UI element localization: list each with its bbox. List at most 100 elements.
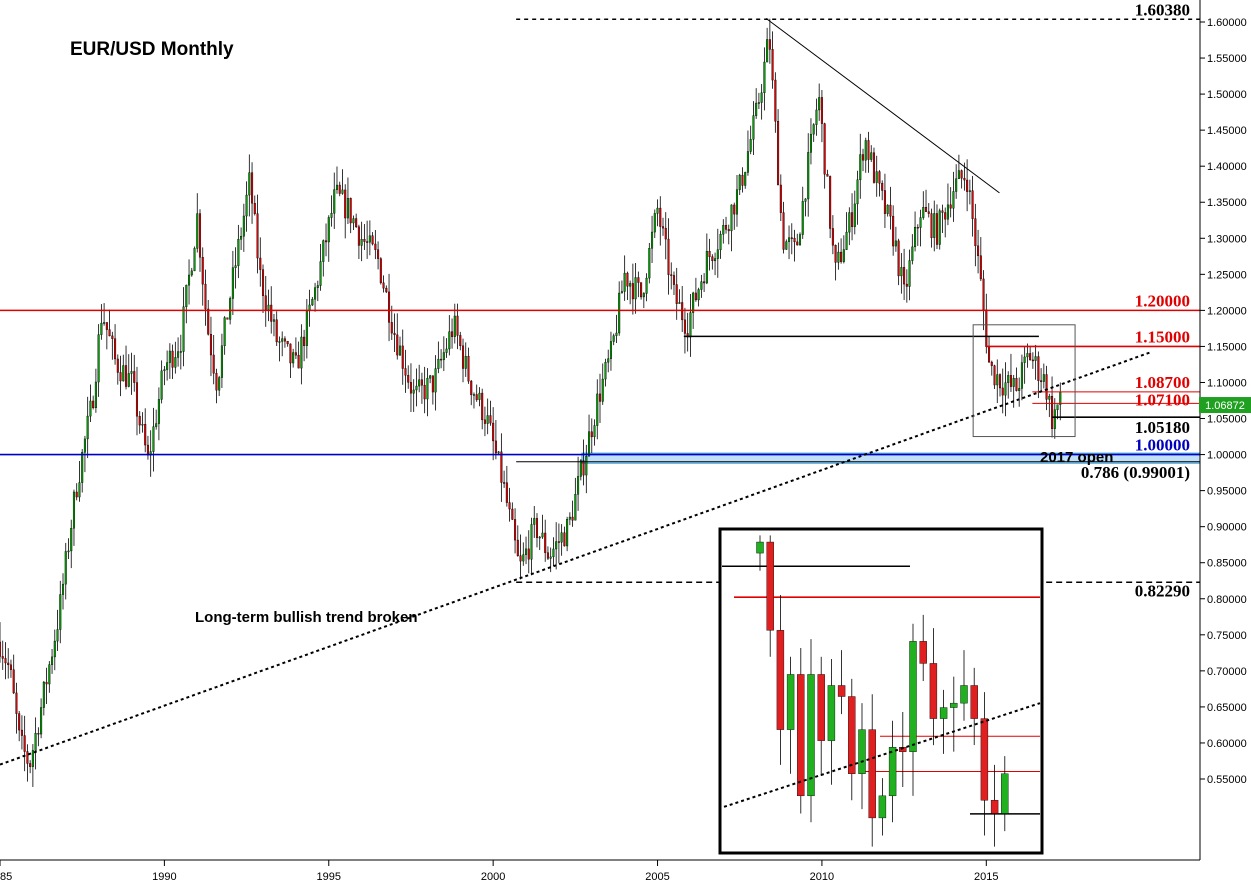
candle-body xyxy=(552,548,555,558)
x-tick-label: 1990 xyxy=(152,871,176,883)
candle-body xyxy=(508,502,511,510)
candle-body xyxy=(851,212,854,227)
candle-body xyxy=(467,356,470,382)
candle-body xyxy=(757,102,760,104)
candle-body xyxy=(692,292,695,313)
open-annotation: 2017 open xyxy=(1040,449,1113,466)
candle-body xyxy=(78,482,81,498)
candle-body xyxy=(837,251,840,263)
candle-body xyxy=(845,231,848,250)
candle-body xyxy=(51,656,54,665)
candle-body xyxy=(935,213,939,245)
candle-body xyxy=(303,336,306,346)
candle-body xyxy=(538,536,541,539)
candle-body xyxy=(823,123,826,175)
candle-body xyxy=(40,707,43,735)
candle-body xyxy=(379,258,382,284)
candle-body xyxy=(930,213,933,238)
candle-body xyxy=(788,237,791,242)
candle-body xyxy=(582,460,585,476)
candle-body xyxy=(423,384,426,400)
inset-trendline xyxy=(723,702,1041,808)
candle-body xyxy=(31,750,34,767)
candle-body xyxy=(785,241,788,250)
candle-body xyxy=(396,334,399,356)
y-tick-label: 0.85000 xyxy=(1207,558,1247,570)
candle-body xyxy=(546,552,549,559)
candle-body xyxy=(9,664,12,670)
candle-body xyxy=(177,351,180,358)
inset-candle-body xyxy=(756,541,764,554)
candle-body xyxy=(70,527,73,552)
level-label: 1.08700 xyxy=(1135,373,1190,392)
inset-candle-body xyxy=(807,674,815,797)
y-tick-label: 1.50000 xyxy=(1207,89,1247,101)
candle-body xyxy=(23,735,26,752)
candle-body xyxy=(1020,362,1023,389)
candle-body xyxy=(675,284,678,304)
x-tick-label: 1985 xyxy=(0,871,12,883)
candle-body xyxy=(544,532,547,553)
inset-candle-body xyxy=(939,707,948,719)
candle-body xyxy=(968,190,971,192)
candle-body xyxy=(1037,356,1040,381)
candle-body xyxy=(453,315,456,337)
candle-body xyxy=(53,640,56,658)
candle-body xyxy=(566,519,569,547)
candle-body xyxy=(612,335,615,342)
candle-body xyxy=(363,239,366,242)
candle-body xyxy=(979,255,982,280)
y-tick-label: 1.25000 xyxy=(1207,269,1247,281)
candle-body xyxy=(598,393,602,402)
inset-candle-body xyxy=(786,674,795,730)
inset-candle-body xyxy=(868,729,876,819)
candle-body xyxy=(385,287,388,293)
y-tick-label: 1.15000 xyxy=(1207,341,1247,353)
candle-body xyxy=(472,394,475,396)
candle-body xyxy=(20,729,23,736)
candle-body xyxy=(253,203,256,214)
candle-body xyxy=(609,341,612,359)
candle-body xyxy=(686,333,689,338)
inset-candle-body xyxy=(909,641,917,752)
candle-body xyxy=(549,556,552,559)
candle-body xyxy=(327,217,330,243)
candle-body xyxy=(146,444,149,456)
candle-body xyxy=(448,331,451,350)
candle-body xyxy=(56,629,59,642)
candle-body xyxy=(122,365,125,382)
candle-body xyxy=(505,482,508,503)
candle-body xyxy=(738,174,741,190)
candle-body xyxy=(237,239,240,266)
candle-body xyxy=(231,267,234,299)
candle-body xyxy=(171,350,174,368)
candle-body xyxy=(1031,359,1034,362)
candle-body xyxy=(215,373,218,391)
candle-body xyxy=(311,298,314,306)
candle-body xyxy=(37,732,40,735)
candle-body xyxy=(620,291,623,294)
candle-body xyxy=(92,400,95,409)
candle-body xyxy=(938,210,941,245)
candle-body xyxy=(727,229,730,232)
candle-body xyxy=(209,333,212,356)
candle-body xyxy=(346,197,349,219)
inset-candle-body xyxy=(827,685,836,741)
candle-body xyxy=(889,204,892,217)
inset-candle-body xyxy=(888,747,897,797)
candle-body xyxy=(270,304,273,322)
candle-body xyxy=(168,350,171,363)
candle-body xyxy=(933,213,936,238)
candle-body xyxy=(12,669,15,694)
candle-body xyxy=(777,121,780,186)
candle-body xyxy=(905,283,908,287)
candle-body xyxy=(278,341,281,343)
candle-body xyxy=(179,351,182,353)
inset-candle-body xyxy=(970,685,978,719)
candle-body xyxy=(977,245,980,256)
y-tick-label: 0.80000 xyxy=(1207,594,1247,606)
inset-candle-body xyxy=(960,685,968,704)
candle-body xyxy=(437,358,440,369)
candle-body xyxy=(708,251,711,257)
